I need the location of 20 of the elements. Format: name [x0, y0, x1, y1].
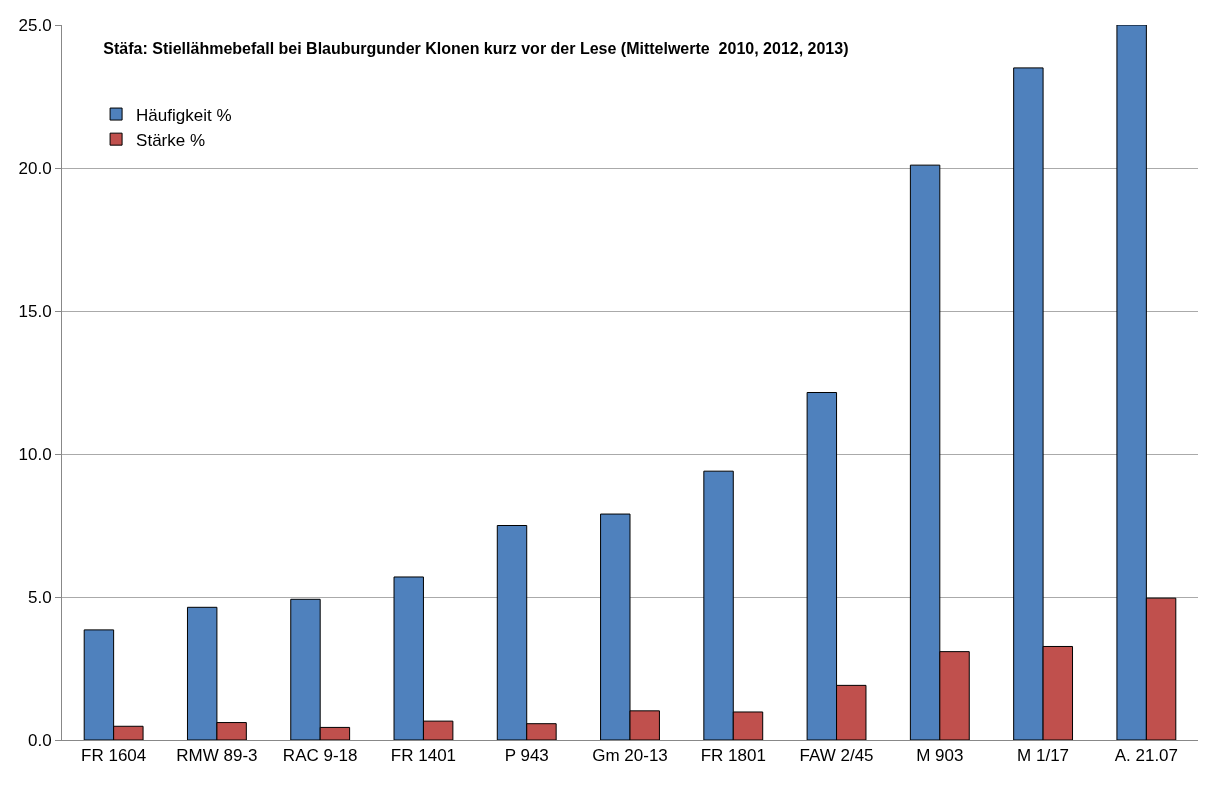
x-tick-label: FAW 2/45 [799, 746, 874, 766]
x-tick-label: M 1/17 [1017, 746, 1070, 766]
text: Stäfa: Stiellähmebefall bei Blauburgunder Klonen kurz vor der Lese (Mittelwerte 2010, 2012, 2013) [103, 40, 849, 58]
legend-label: Stärke % [136, 130, 206, 150]
y-tick-label: 20.0 [18, 158, 52, 178]
x-tick-label: Gm 20-13 [592, 746, 668, 766]
x-tick-label: RMW 89-3 [176, 746, 258, 766]
x-tick-label: M 903 [916, 746, 964, 766]
x-tick-label: FR 1604 [81, 746, 147, 766]
y-tick-label: 25.0 [18, 15, 52, 35]
x-tick-label: P 943 [504, 746, 549, 766]
y-tick-label: 5.0 [27, 587, 52, 607]
y-tick-label: 10.0 [18, 444, 52, 464]
legend-label: Häufigkeit % [136, 105, 232, 125]
x-tick-label: FR 1401 [390, 746, 457, 766]
x-tick-label: RAC 9-18 [282, 746, 358, 766]
x-tick-label: FR 1801 [700, 746, 766, 766]
y-tick-label: 0.0 [27, 730, 52, 750]
x-tick-label: A. 21.07 [1114, 746, 1179, 766]
y-tick-label: 15.0 [18, 301, 52, 321]
